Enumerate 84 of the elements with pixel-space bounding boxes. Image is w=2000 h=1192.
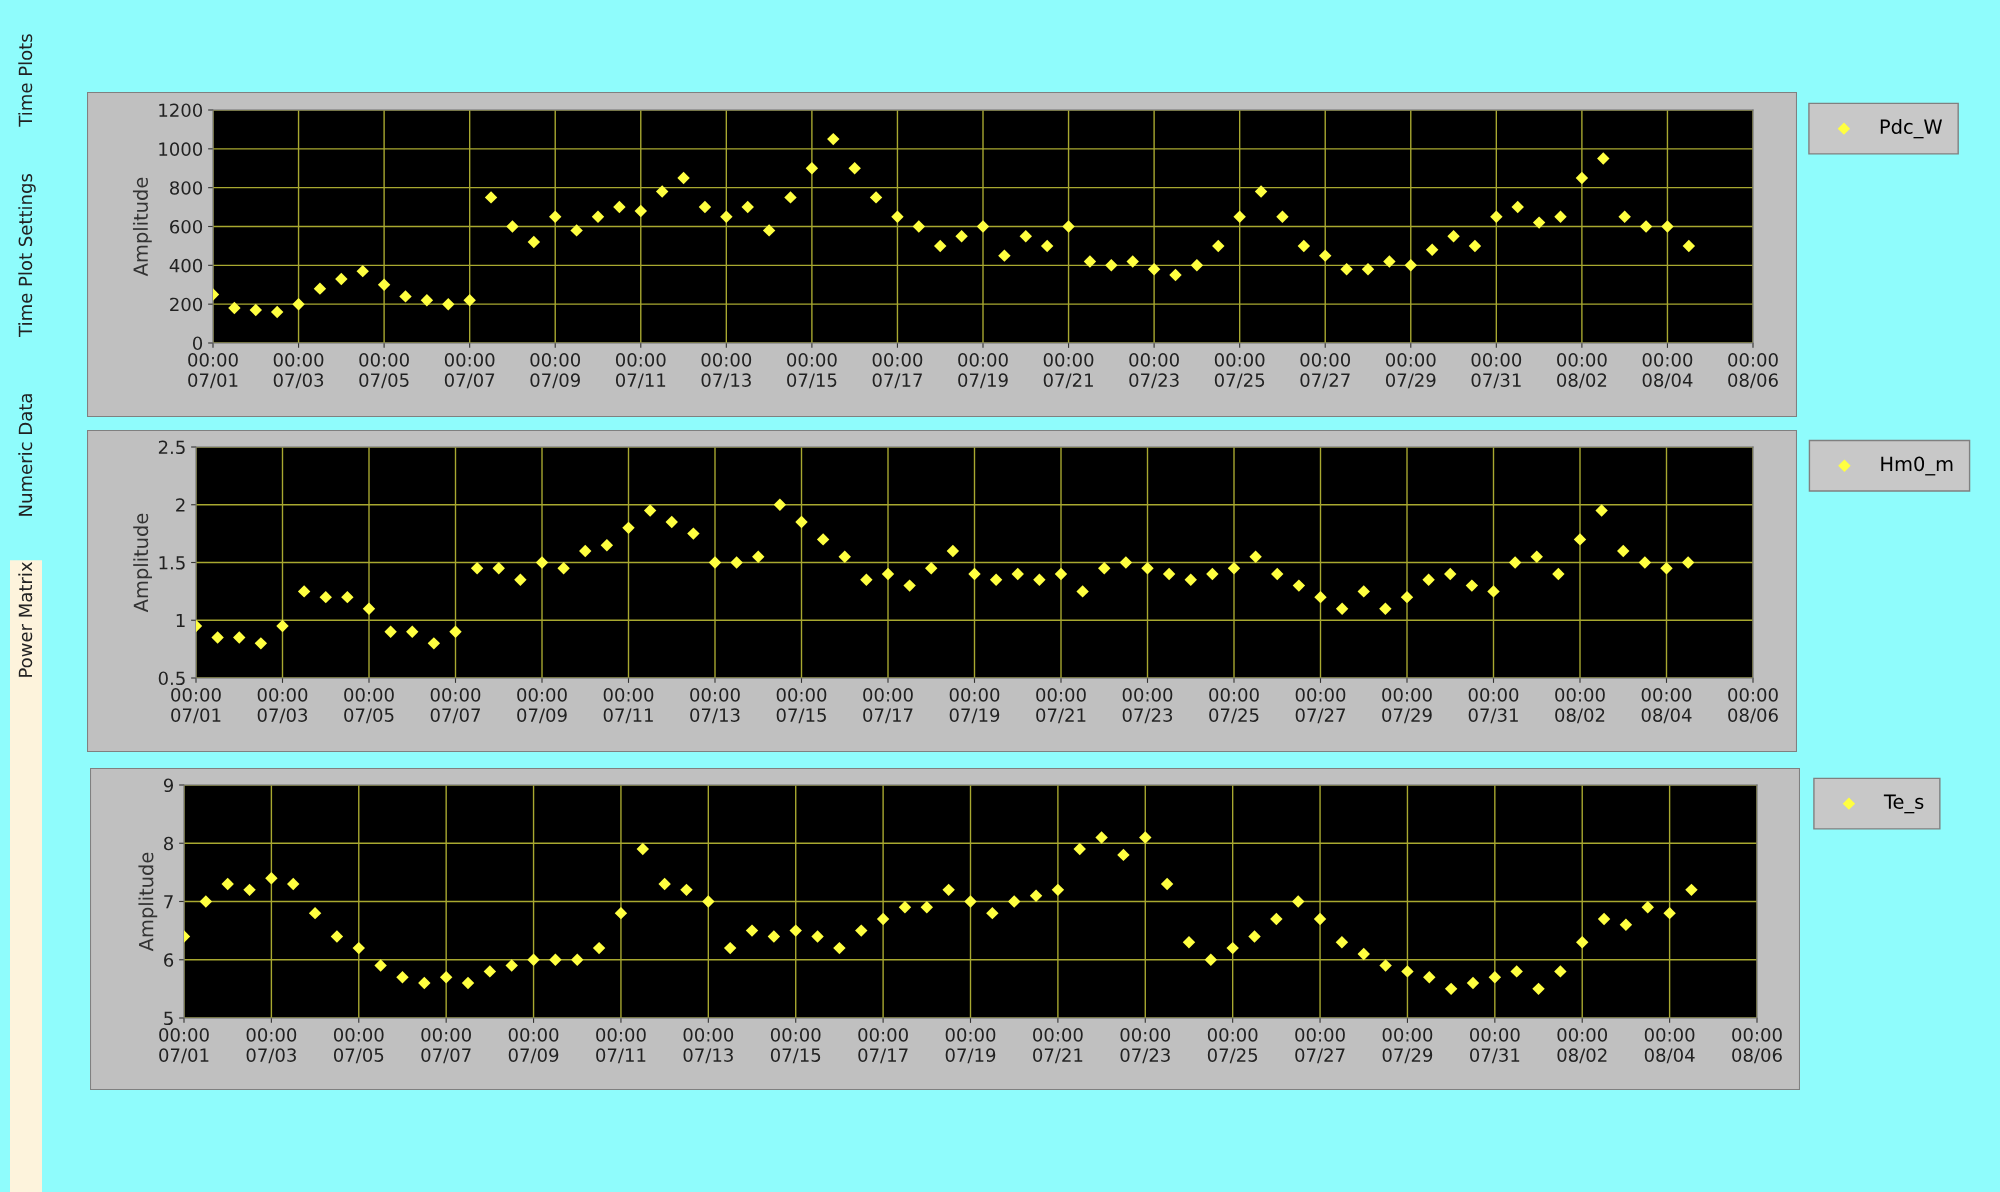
y-tick-label: 600 xyxy=(170,219,203,234)
x-tick-label: 00:00 07/19 xyxy=(945,1028,996,1064)
x-tick-label: 00:00 07/07 xyxy=(421,1028,471,1064)
x-tick-label: 00:00 07/31 xyxy=(1471,353,1522,389)
x-tick-label: 00:00 07/05 xyxy=(359,353,409,389)
y-axis-title: Amplitude xyxy=(138,852,158,952)
x-tick-label: 00:00 08/06 xyxy=(1732,1028,1782,1064)
x-tick-label: 00:00 07/25 xyxy=(1214,353,1265,389)
text: Power Matrix xyxy=(18,562,33,677)
x-tick-label: 00:00 07/29 xyxy=(1382,688,1432,724)
y-tick-label: 8 xyxy=(164,836,174,851)
x-tick-label: 00:00 07/01 xyxy=(159,1028,209,1064)
x-tick-label: 00:00 07/23 xyxy=(1129,353,1179,389)
y-tick-label: 1200 xyxy=(159,103,203,118)
text: Time Plots xyxy=(18,34,33,127)
x-tick-label: 00:00 07/17 xyxy=(872,353,923,389)
x-tick-label: 00:00 07/15 xyxy=(770,1028,821,1064)
x-tick-label: 00:00 08/06 xyxy=(1728,353,1778,389)
x-tick-label: 00:00 07/27 xyxy=(1295,1028,1345,1064)
x-tick-label: 00:00 08/04 xyxy=(1642,353,1693,389)
x-tick-label: 00:00 07/07 xyxy=(430,688,481,724)
x-tick-label: 00:00 07/13 xyxy=(683,1028,734,1064)
y-tick-label: 1 xyxy=(176,613,185,628)
y-tick-label: 1.5 xyxy=(159,556,185,570)
x-tick-label: 00:00 07/11 xyxy=(596,1028,646,1064)
y-tick-label: 400 xyxy=(169,258,203,273)
x-tick-label: 00:00 07/29 xyxy=(1382,1028,1433,1064)
x-tick-label: 00:00 07/13 xyxy=(701,353,752,389)
x-tick-label: 00:00 07/23 xyxy=(1122,688,1173,724)
y-tick-label: 0 xyxy=(192,336,203,351)
x-tick-label: 00:00 07/27 xyxy=(1300,353,1351,389)
y-tick-label: 6 xyxy=(164,953,174,967)
y-tick-label: 7 xyxy=(164,895,173,909)
legend-label: Pdc_W xyxy=(1880,118,1942,139)
x-tick-label: 00:00 07/05 xyxy=(333,1028,384,1064)
y-tick-label: 5 xyxy=(164,1011,173,1026)
x-tick-label: 00:00 07/11 xyxy=(615,353,666,389)
x-tick-label: 00:00 07/23 xyxy=(1120,1028,1171,1064)
x-tick-label: 00:00 08/02 xyxy=(1557,353,1607,389)
text: Time Plot Settings xyxy=(18,174,36,337)
x-tick-label: 00:00 07/13 xyxy=(690,688,740,724)
legend-label: Te_s xyxy=(1883,794,1924,814)
x-tick-label: 00:00 08/06 xyxy=(1728,688,1778,724)
x-tick-label: 00:00 08/04 xyxy=(1644,1028,1695,1064)
x-tick-label: 00:00 07/09 xyxy=(508,1028,559,1064)
y-axis-title: Amplitude xyxy=(133,513,153,613)
y-tick-label: 0.5 xyxy=(158,671,185,686)
y-tick-label: 200 xyxy=(170,297,203,312)
x-tick-label: 00:00 07/21 xyxy=(1036,688,1086,724)
x-tick-label: 00:00 07/15 xyxy=(776,688,827,724)
y-tick-label: 2 xyxy=(176,498,185,512)
x-tick-label: 00:00 07/01 xyxy=(171,688,221,724)
x-tick-label: 00:00 07/27 xyxy=(1295,688,1346,724)
x-tick-label: 00:00 07/19 xyxy=(949,688,1000,724)
x-tick-label: 00:00 07/11 xyxy=(603,688,654,724)
x-tick-label: 00:00 07/17 xyxy=(858,1028,908,1064)
x-tick-label: 00:00 08/02 xyxy=(1555,688,1605,724)
x-tick-label: 00:00 07/03 xyxy=(273,353,324,389)
x-tick-label: 00:00 08/02 xyxy=(1557,1028,1608,1064)
legend-label: Hm0_m xyxy=(1881,456,1953,476)
x-tick-label: 00:00 07/01 xyxy=(188,353,238,389)
y-tick-label: 800 xyxy=(170,181,203,195)
text: Numeric Data xyxy=(18,394,33,516)
x-tick-label: 00:00 07/25 xyxy=(1209,688,1259,724)
x-tick-label: 00:00 07/05 xyxy=(344,688,394,724)
x-tick-label: 00:00 07/31 xyxy=(1468,688,1519,724)
x-tick-label: 00:00 07/29 xyxy=(1385,353,1436,389)
x-tick-label: 00:00 08/04 xyxy=(1641,688,1692,724)
y-tick-label: 2.5 xyxy=(158,440,185,455)
x-tick-label: 00:00 07/17 xyxy=(863,688,913,724)
x-tick-label: 00:00 07/21 xyxy=(1043,353,1094,389)
x-tick-label: 00:00 07/21 xyxy=(1033,1028,1083,1064)
x-tick-label: 00:00 07/15 xyxy=(787,353,837,389)
y-axis-title: Amplitude xyxy=(132,177,152,277)
x-tick-label: 00:00 07/03 xyxy=(246,1028,297,1064)
x-tick-label: 00:00 07/31 xyxy=(1470,1028,1520,1064)
x-tick-label: 00:00 07/07 xyxy=(444,353,495,389)
x-tick-label: 00:00 07/03 xyxy=(257,688,308,724)
x-tick-label: 00:00 07/09 xyxy=(530,353,581,389)
y-tick-label: 1000 xyxy=(159,142,203,156)
x-tick-label: 00:00 07/19 xyxy=(958,353,1008,389)
x-tick-label: 00:00 07/09 xyxy=(517,688,567,724)
x-tick-label: 00:00 07/25 xyxy=(1207,1028,1258,1064)
y-tick-label: 9 xyxy=(163,778,174,793)
